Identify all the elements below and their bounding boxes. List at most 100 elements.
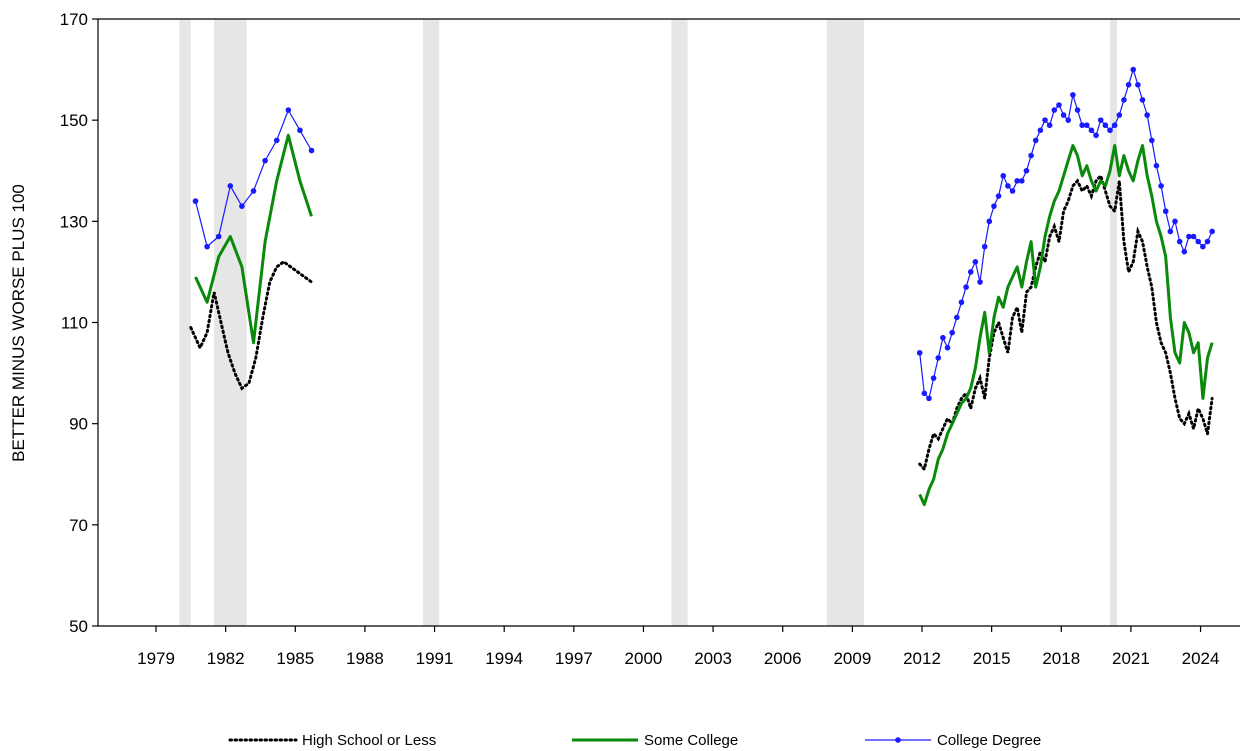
x-tick-label: 2000 — [625, 649, 663, 668]
data-point-college-degree — [273, 137, 280, 144]
data-point-college-degree — [1144, 112, 1150, 118]
y-tick-label: 70 — [69, 516, 88, 535]
data-point-college-degree — [1167, 228, 1174, 235]
x-ticks: 1979 1982 1985 1988 1991 1994 1997 2000 2003 2006… — [137, 626, 1219, 668]
recession-band-5 — [1110, 19, 1117, 626]
data-point-college-degree — [1111, 122, 1118, 129]
legend: High School or Less Some College College D… — [228, 732, 1041, 749]
recession-band-2 — [422, 19, 440, 626]
x-tick-label: 2018 — [1042, 649, 1080, 668]
recession-band-3 — [671, 19, 688, 626]
data-point-college-degree — [1088, 127, 1095, 134]
axes — [97, 18, 1240, 627]
data-point-college-degree — [972, 259, 979, 265]
data-point-college-degree — [1139, 97, 1146, 103]
series-line-high-school-or-less — [189, 172, 1214, 473]
data-point-college-degree — [285, 107, 292, 113]
data-point-college-degree — [967, 269, 974, 275]
data-point-college-degree — [1056, 102, 1062, 108]
data-point-college-degree — [1176, 238, 1183, 245]
data-point-college-degree — [1125, 81, 1132, 88]
data-point-college-degree — [204, 243, 210, 250]
data-point-college-degree — [1195, 238, 1202, 245]
data-point-college-degree — [297, 127, 303, 134]
recession-band-4 — [826, 19, 864, 626]
data-point-college-degree — [1009, 188, 1016, 194]
data-point-college-degree — [1028, 152, 1034, 159]
data-point-college-degree — [963, 284, 969, 290]
x-tick-label: 1985 — [276, 649, 314, 668]
data-point-college-degree — [1181, 248, 1188, 255]
x-tick-label: 1988 — [346, 649, 384, 668]
x-tick-label: 2006 — [764, 649, 802, 668]
y-tick-label: 170 — [60, 10, 88, 29]
data-point-college-degree — [1153, 162, 1160, 169]
data-point-college-degree — [986, 218, 993, 225]
y-tick-label: 150 — [60, 111, 88, 130]
data-point-college-degree — [1079, 122, 1085, 129]
legend-label-high-school-or-less: High School or Less — [302, 732, 436, 749]
data-point-college-degree — [1186, 233, 1192, 240]
x-tick-label: 2024 — [1182, 649, 1220, 668]
data-point-college-degree — [215, 233, 222, 240]
data-point-college-degree — [949, 329, 955, 336]
data-point-college-degree — [1107, 127, 1113, 134]
data-point-college-degree — [1102, 122, 1109, 129]
data-point-college-degree — [1042, 117, 1048, 123]
data-point-college-degree — [1172, 218, 1178, 225]
x-tick-label: 1982 — [207, 649, 245, 668]
data-point-college-degree — [981, 243, 988, 250]
data-point-college-degree — [1200, 243, 1206, 250]
y-tick-label: 130 — [60, 212, 88, 231]
data-point-college-degree — [977, 279, 983, 285]
x-tick-label: 2015 — [973, 649, 1011, 668]
data-point-college-degree — [1209, 228, 1215, 235]
data-point-college-degree — [1037, 127, 1044, 134]
data-point-college-degree — [1121, 97, 1127, 103]
data-point-college-degree — [227, 183, 234, 189]
data-point-college-degree — [1158, 183, 1164, 189]
data-point-college-degree — [1000, 173, 1007, 179]
data-point-college-degree — [1097, 117, 1104, 123]
data-point-college-degree — [930, 375, 937, 381]
data-point-college-degree — [1162, 208, 1169, 215]
series-lines — [189, 66, 1215, 507]
data-point-college-degree — [995, 193, 1002, 199]
data-point-college-degree — [192, 198, 199, 204]
data-point-college-degree — [1023, 167, 1030, 174]
y-ticks: 50 70 90 110 130 150 170 — [60, 10, 98, 636]
data-point-college-degree — [1005, 183, 1011, 189]
data-point-college-degree — [262, 157, 268, 164]
x-tick-label: 2009 — [833, 649, 871, 668]
data-point-college-degree — [1135, 81, 1141, 88]
data-point-college-degree — [944, 344, 951, 351]
data-point-college-degree — [1019, 178, 1025, 184]
data-point-college-degree — [1116, 112, 1123, 118]
series-line-some-college — [194, 133, 1214, 507]
data-point-college-degree — [1032, 137, 1039, 144]
x-tick-label: 1991 — [416, 649, 454, 668]
x-tick-label: 2012 — [903, 649, 941, 668]
data-point-college-degree — [1084, 122, 1090, 129]
data-point-college-degree — [308, 147, 315, 154]
data-point-college-degree — [1070, 92, 1076, 98]
recession-band-0 — [179, 19, 191, 626]
data-point-college-degree — [239, 203, 245, 209]
data-point-college-degree — [1204, 238, 1211, 245]
y-tick-label: 110 — [61, 314, 88, 333]
data-point-college-degree — [1074, 107, 1081, 113]
legend-label-some-college: Some College — [644, 732, 738, 749]
data-point-college-degree — [1190, 233, 1197, 240]
data-point-college-degree — [1051, 107, 1058, 113]
data-point-college-degree — [250, 188, 257, 194]
data-point-college-degree — [1093, 132, 1099, 139]
x-tick-label: 1979 — [137, 649, 175, 668]
legend-marker-college-degree — [895, 737, 901, 743]
legend-label-college-degree: College Degree — [937, 732, 1041, 749]
data-point-college-degree — [1065, 117, 1072, 123]
data-point-college-degree — [1046, 122, 1053, 129]
data-point-college-degree — [1148, 137, 1155, 144]
data-point-college-degree — [991, 203, 997, 209]
data-point-college-degree — [1130, 66, 1137, 73]
